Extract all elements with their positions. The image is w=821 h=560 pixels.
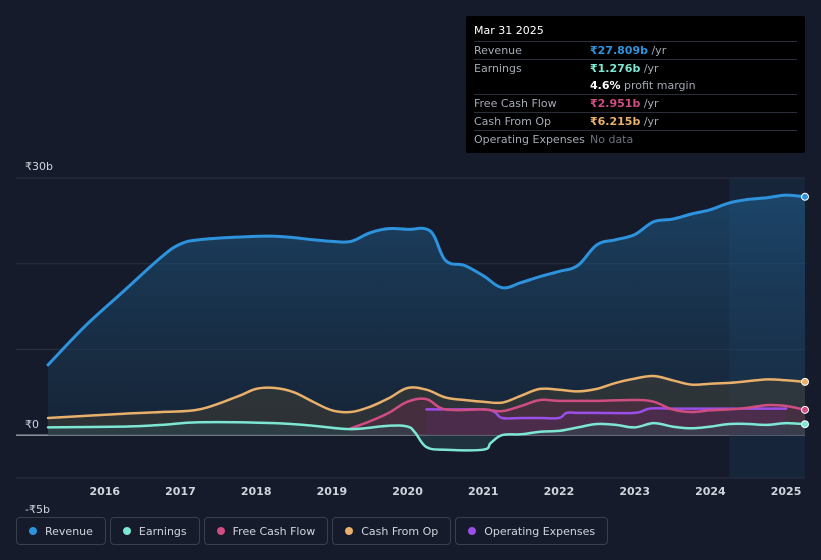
- tooltip-row-value: 4.6% profit margin: [590, 79, 696, 92]
- tooltip-row-label: Earnings: [474, 62, 522, 75]
- tooltip-row-label: Revenue: [474, 44, 522, 57]
- legend-item-earnings[interactable]: Earnings: [109, 517, 200, 545]
- tooltip-row-label: Operating Expenses: [474, 133, 585, 146]
- legend-label: Free Cash Flow: [232, 524, 316, 538]
- tooltip-row-label: Free Cash Flow: [474, 97, 557, 110]
- x-tick-label: 2022: [544, 485, 575, 498]
- tooltip-row-value: ₹6.215b /yr: [590, 115, 659, 128]
- endpoint-revenue: [801, 192, 809, 201]
- tooltip-row-value: ₹2.951b /yr: [590, 97, 659, 110]
- legend-label: Cash From Op: [361, 524, 439, 538]
- line-cash-from-op: [46, 374, 807, 420]
- endpoint-cash-from-op: [801, 377, 809, 386]
- series-endpoints: [801, 192, 809, 429]
- tooltip-row: Free Cash Flow ₹2.951b /yr: [474, 94, 797, 112]
- x-axis: 2016 2017 2018 2019 2020 2021 2022 2023 2024 2025: [89, 485, 801, 498]
- y-axis: ₹30b ₹0 -₹5b: [25, 160, 53, 516]
- series-areas: [48, 195, 805, 451]
- legend-item-free-cash-flow[interactable]: Free Cash Flow: [203, 517, 329, 545]
- legend-item-operating-expenses[interactable]: Operating Expenses: [455, 517, 609, 545]
- legend-dot-icon: [216, 527, 225, 535]
- x-tick-label: 2016: [89, 485, 120, 498]
- x-tick-label: 2017: [165, 485, 196, 498]
- y-tick-label: -₹5b: [25, 503, 50, 516]
- line-revenue: [46, 193, 807, 367]
- legend: Revenue Earnings Free Cash Flow Cash From O…: [16, 517, 609, 545]
- x-tick-label: 2025: [771, 485, 802, 498]
- legend-label: Operating Expenses: [484, 524, 596, 538]
- x-tick-label: 2018: [241, 485, 272, 498]
- area-free-cash-flow: [350, 398, 805, 436]
- tooltip-row: 4.6% profit margin: [474, 77, 797, 94]
- tooltip-row: Earnings ₹1.276b /yr: [474, 59, 797, 77]
- tooltip-row-value: No data: [590, 133, 634, 146]
- legend-item-cash-from-op[interactable]: Cash From Op: [332, 517, 452, 545]
- legend-label: Revenue: [45, 524, 93, 538]
- tooltip-row-label: [474, 77, 590, 94]
- x-tick-label: 2020: [392, 485, 423, 498]
- x-tick-label: 2019: [317, 485, 348, 498]
- tooltip-row-value: ₹27.809b /yr: [590, 44, 667, 57]
- line-earnings: [46, 420, 807, 452]
- tooltip-row-value: ₹1.276b /yr: [590, 62, 659, 75]
- endpoint-free-cash-flow: [801, 405, 809, 414]
- x-tick-label: 2023: [619, 485, 650, 498]
- tooltip-row: Revenue ₹27.809b /yr: [474, 41, 797, 59]
- area-revenue: [48, 195, 805, 436]
- area-earnings: [48, 422, 805, 451]
- tooltip-row-label: Cash From Op: [474, 115, 552, 128]
- y-tick-label: ₹0: [25, 418, 39, 431]
- line-free-cash-flow: [349, 397, 807, 430]
- legend-label: Earnings: [138, 524, 187, 538]
- endpoint-earnings: [801, 420, 809, 429]
- tooltip-row: Cash From Op ₹6.215b /yr: [474, 112, 797, 130]
- legend-dot-icon: [122, 527, 131, 535]
- y-tick-label: ₹30b: [25, 160, 53, 173]
- tooltip-row: Operating Expenses No data: [474, 130, 797, 148]
- tooltip-date: Mar 31 2025: [474, 24, 544, 37]
- series-lines: [46, 193, 807, 452]
- tooltip: Mar 31 2025 Revenue ₹27.809b /yr Earnings ₹…: [466, 16, 805, 153]
- tooltip-rows: Revenue ₹27.809b /yr Earnings ₹1.276b /yr 4.…: [474, 41, 797, 148]
- x-tick-label: 2024: [695, 485, 726, 498]
- legend-dot-icon: [29, 527, 37, 535]
- x-tick-label: 2021: [468, 485, 499, 498]
- legend-dot-icon: [468, 527, 477, 535]
- legend-dot-icon: [345, 527, 354, 535]
- legend-item-revenue[interactable]: Revenue: [16, 517, 106, 545]
